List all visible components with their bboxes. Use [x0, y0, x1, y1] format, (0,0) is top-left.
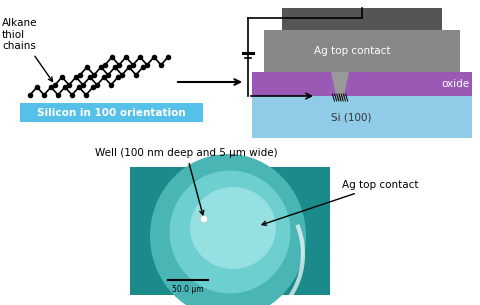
Bar [264, 30, 460, 72]
Circle shape [201, 216, 207, 223]
Bar [20, 103, 203, 122]
Ellipse shape [169, 170, 290, 293]
Text: Ag top contact: Ag top contact [314, 46, 390, 56]
Text: 50.0 μm: 50.0 μm [172, 285, 204, 294]
Bar [282, 8, 442, 30]
Text: Well (100 nm deep and 5 μm wide): Well (100 nm deep and 5 μm wide) [95, 148, 277, 215]
Bar [130, 167, 330, 295]
Bar [252, 72, 472, 96]
Polygon shape [331, 72, 349, 100]
Text: Si (100): Si (100) [331, 112, 371, 122]
Bar [252, 96, 472, 138]
Text: Silicon in 100 orientation: Silicon in 100 orientation [37, 107, 186, 117]
Text: Alkane
thiol
chains: Alkane thiol chains [2, 18, 52, 81]
Text: oxide: oxide [442, 79, 470, 89]
Ellipse shape [150, 154, 306, 305]
Ellipse shape [190, 187, 276, 269]
Text: Ag top contact: Ag top contact [262, 180, 419, 225]
